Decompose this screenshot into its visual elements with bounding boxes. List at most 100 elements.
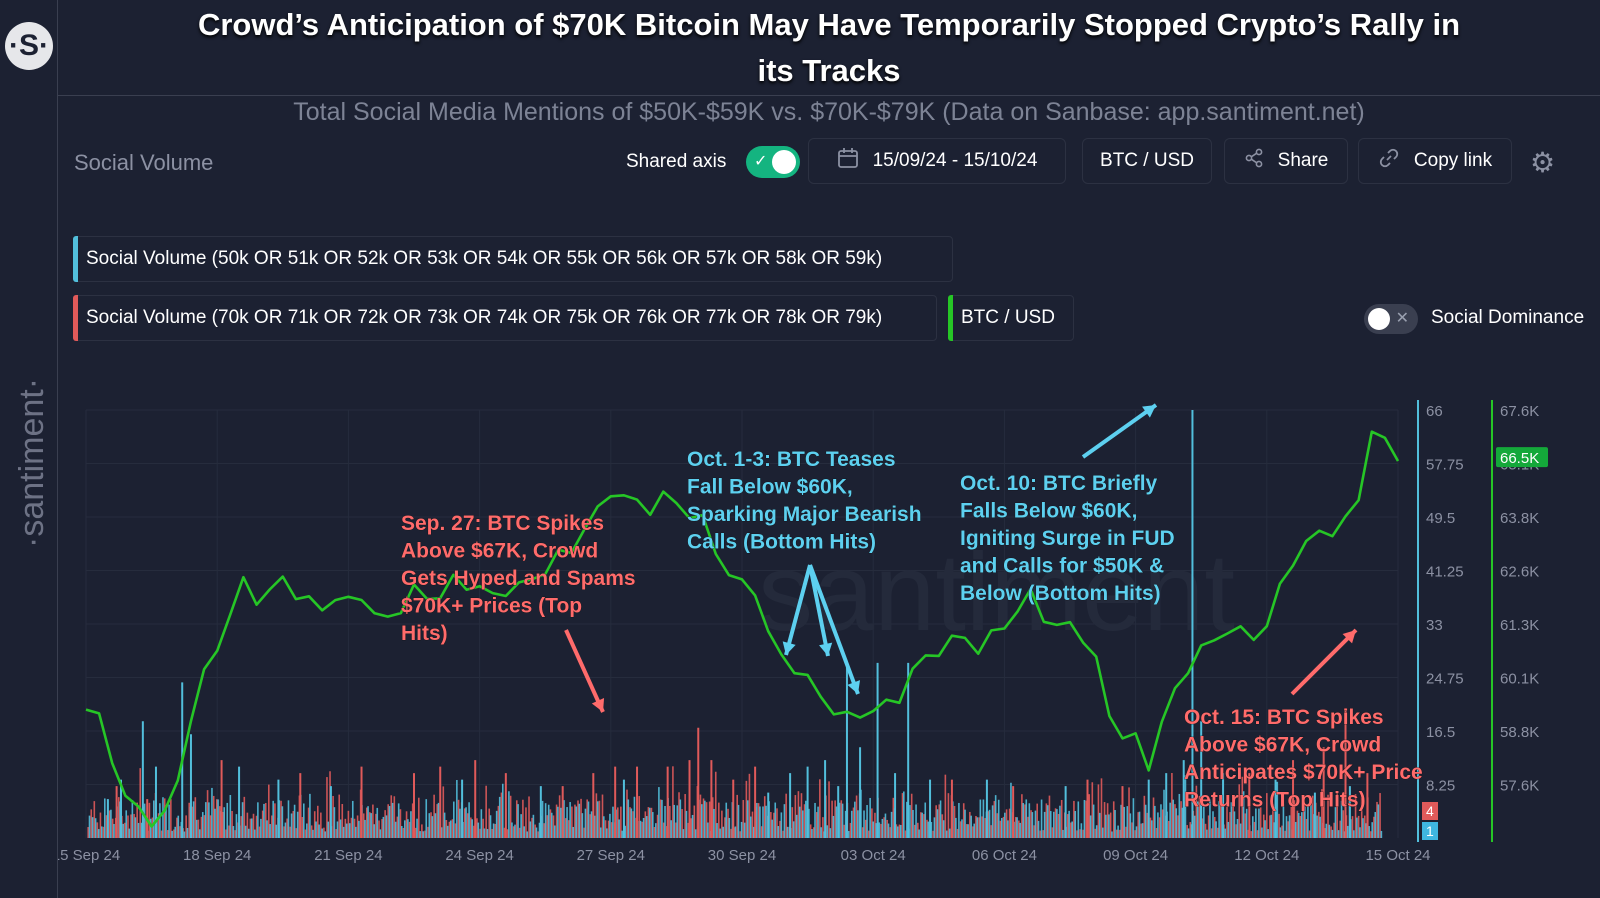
y-right-tick-label: 61.3K xyxy=(1500,617,1539,634)
legend-label: BTC / USD xyxy=(961,307,1055,328)
y-left-tick-label: 24.75 xyxy=(1426,671,1464,688)
left-rail: ·S· ·santiment· xyxy=(0,0,58,898)
x-tick-label: 24 Sep 24 xyxy=(445,847,513,864)
red-latest-value: 4 xyxy=(1426,803,1434,819)
copy-link-button[interactable]: Copy link xyxy=(1358,138,1512,184)
annotation-1: Sep. 27: BTC Spikes Above $67K, Crowd Gets… xyxy=(401,512,636,646)
annotation-line: Above $67K, Crowd xyxy=(401,540,598,563)
x-tick-label: 03 Oct 24 xyxy=(841,847,906,864)
btc-price-line xyxy=(85,430,1400,828)
santiment-vertical-watermark: ·santiment· xyxy=(13,378,51,548)
volume-noise xyxy=(87,766,1383,838)
calendar-icon xyxy=(837,147,859,175)
x-tick-label: 18 Sep 24 xyxy=(183,847,251,864)
annotation-line: Oct. 15: BTC Spikes xyxy=(1184,706,1384,729)
y-left-tick-label: 33 xyxy=(1426,617,1443,634)
annotation-line: Hits) xyxy=(401,622,448,645)
legend-item-btc-usd[interactable]: BTC / USD xyxy=(948,295,1074,341)
annotation-4: Oct. 15: BTC Spikes Above $67K, Crowd Anti… xyxy=(1184,706,1423,812)
chart: santiment6657.7549.541.253324.7516.58.25… xyxy=(58,400,1548,864)
share-icon xyxy=(1244,148,1264,174)
gear-icon[interactable]: ⚙ xyxy=(1530,147,1556,178)
legend-color-bar xyxy=(948,295,953,341)
annotation-arrow xyxy=(1290,628,1358,696)
chart-subtitle: Total Social Media Mentions of $50K-$59K… xyxy=(293,98,1365,126)
annotation-text: Sep. 27: BTC Spikes Above $67K, Crowd Gets… xyxy=(401,512,636,645)
annotation-line: Oct. 10: BTC Briefly xyxy=(960,472,1158,495)
shared-axis-toggle[interactable]: ✓ xyxy=(746,146,800,178)
arrow-head xyxy=(591,698,605,712)
close-icon: ✕ xyxy=(1395,310,1409,327)
y-right-tick-label: 67.6K xyxy=(1500,403,1539,420)
social-dominance-toggle[interactable]: ✕ xyxy=(1364,304,1418,334)
x-tick-label: 27 Sep 24 xyxy=(577,847,645,864)
y-right-tick-label: 63.8K xyxy=(1500,510,1539,527)
arrow-shaft xyxy=(808,564,860,695)
legend-item-social-volume-50k[interactable]: Social Volume (50k OR 51k OR 52k OR 53k … xyxy=(73,236,953,282)
annotation-line: $70K+ Prices (Top xyxy=(401,595,582,618)
annotation-line: Fall Below $60K, xyxy=(687,476,853,499)
legend-color-bar xyxy=(73,295,78,341)
annotation-text: Oct. 1-3: BTC Teases Fall Below $60K, Spar… xyxy=(687,448,922,554)
arrow-shaft xyxy=(808,564,830,657)
legend-label: Social Volume (70k OR 71k OR 72k OR 73k … xyxy=(86,307,883,328)
annotation-2: Oct. 1-3: BTC Teases Fall Below $60K, Spar… xyxy=(687,448,922,554)
annotation-text: Oct. 15: BTC Spikes Above $67K, Crowd Anti… xyxy=(1184,706,1423,812)
y-left-tick-label: 66 xyxy=(1426,403,1443,420)
share-text: Share xyxy=(1277,150,1329,171)
annotation-line: and Calls for $50K & xyxy=(960,555,1164,578)
y-left-tick-label: 57.75 xyxy=(1426,457,1464,474)
y-left-tick-label: 41.25 xyxy=(1426,564,1464,581)
arrow-shaft xyxy=(564,629,605,713)
y-left-tick-label: 16.5 xyxy=(1426,724,1455,741)
annotation-3: Oct. 10: BTC Briefly Falls Below $60K, Ign… xyxy=(960,472,1175,606)
y-right-tick-label: 62.6K xyxy=(1500,564,1539,581)
watermark-text: ·santiment· xyxy=(13,378,51,548)
annotation-line: Gets Hyped and Spams xyxy=(401,567,636,590)
btc-latest-label: 66.5K xyxy=(1500,450,1539,467)
annotation-line: Sparking Major Bearish xyxy=(687,503,922,526)
btc-latest-badge xyxy=(1496,447,1548,468)
pair-button[interactable]: BTC / USD xyxy=(1082,138,1212,184)
y-left-tick-label: 8.25 xyxy=(1426,778,1455,795)
blue-latest-value: 1 xyxy=(1426,823,1434,839)
arrow-head xyxy=(1142,405,1156,418)
annotation-line: Anticipates $70K+ Price xyxy=(1184,761,1423,784)
annotation-arrow xyxy=(808,564,833,657)
annotation-arrow xyxy=(1081,403,1158,459)
arrow-head xyxy=(847,680,861,694)
annotation-arrow xyxy=(782,564,812,656)
y-right-tick-label: 57.6K xyxy=(1500,778,1539,795)
x-tick-label: 21 Sep 24 xyxy=(314,847,382,864)
legend-color-bar xyxy=(73,236,78,282)
chart-grid xyxy=(85,409,1399,838)
annotation-arrow xyxy=(564,629,605,713)
date-range-text: 15/09/24 - 15/10/24 xyxy=(872,150,1038,171)
legend-label: Social Volume (50k OR 51k OR 52k OR 53k … xyxy=(86,248,883,269)
y-left-tick-label: 49.5 xyxy=(1426,510,1455,527)
annotation-line: Igniting Surge in FUD xyxy=(960,527,1175,550)
y-right-tick-label: 60.1K xyxy=(1500,671,1539,688)
annotation-line: Calls (Bottom Hits) xyxy=(687,531,876,554)
x-tick-label: 15 Oct 24 xyxy=(1365,847,1430,864)
share-button[interactable]: Share xyxy=(1224,138,1348,184)
toggle-knob xyxy=(1368,308,1390,330)
x-tick-label: 06 Oct 24 xyxy=(972,847,1037,864)
x-tick-label: 12 Oct 24 xyxy=(1234,847,1299,864)
legend-item-social-volume-70k[interactable]: Social Volume (70k OR 71k OR 72k OR 73k … xyxy=(73,295,937,341)
shared-axis-label: Shared axis xyxy=(626,151,727,172)
annotation-line: Returns (Top Hits) xyxy=(1184,789,1366,812)
annotation-line: Below (Bottom Hits) xyxy=(960,582,1161,605)
page-title: Crowd’s Anticipation of $70K Bitcoin May… xyxy=(197,6,1461,88)
annotation-text: Oct. 10: BTC Briefly Falls Below $60K, Ign… xyxy=(960,472,1175,605)
x-tick-label: 09 Oct 24 xyxy=(1103,847,1168,864)
copy-link-text: Copy link xyxy=(1413,150,1493,171)
red-latest-badge xyxy=(1422,802,1438,820)
link-icon xyxy=(1378,147,1400,175)
arrow-head xyxy=(819,642,833,656)
section-label: Social Volume xyxy=(74,150,214,175)
santiment-logo[interactable]: ·S· xyxy=(5,22,53,70)
header: Crowd’s Anticipation of $70K Bitcoin May… xyxy=(58,0,1600,96)
date-range-button[interactable]: 15/09/24 - 15/10/24 xyxy=(808,138,1066,184)
toggle-knob xyxy=(772,150,796,174)
